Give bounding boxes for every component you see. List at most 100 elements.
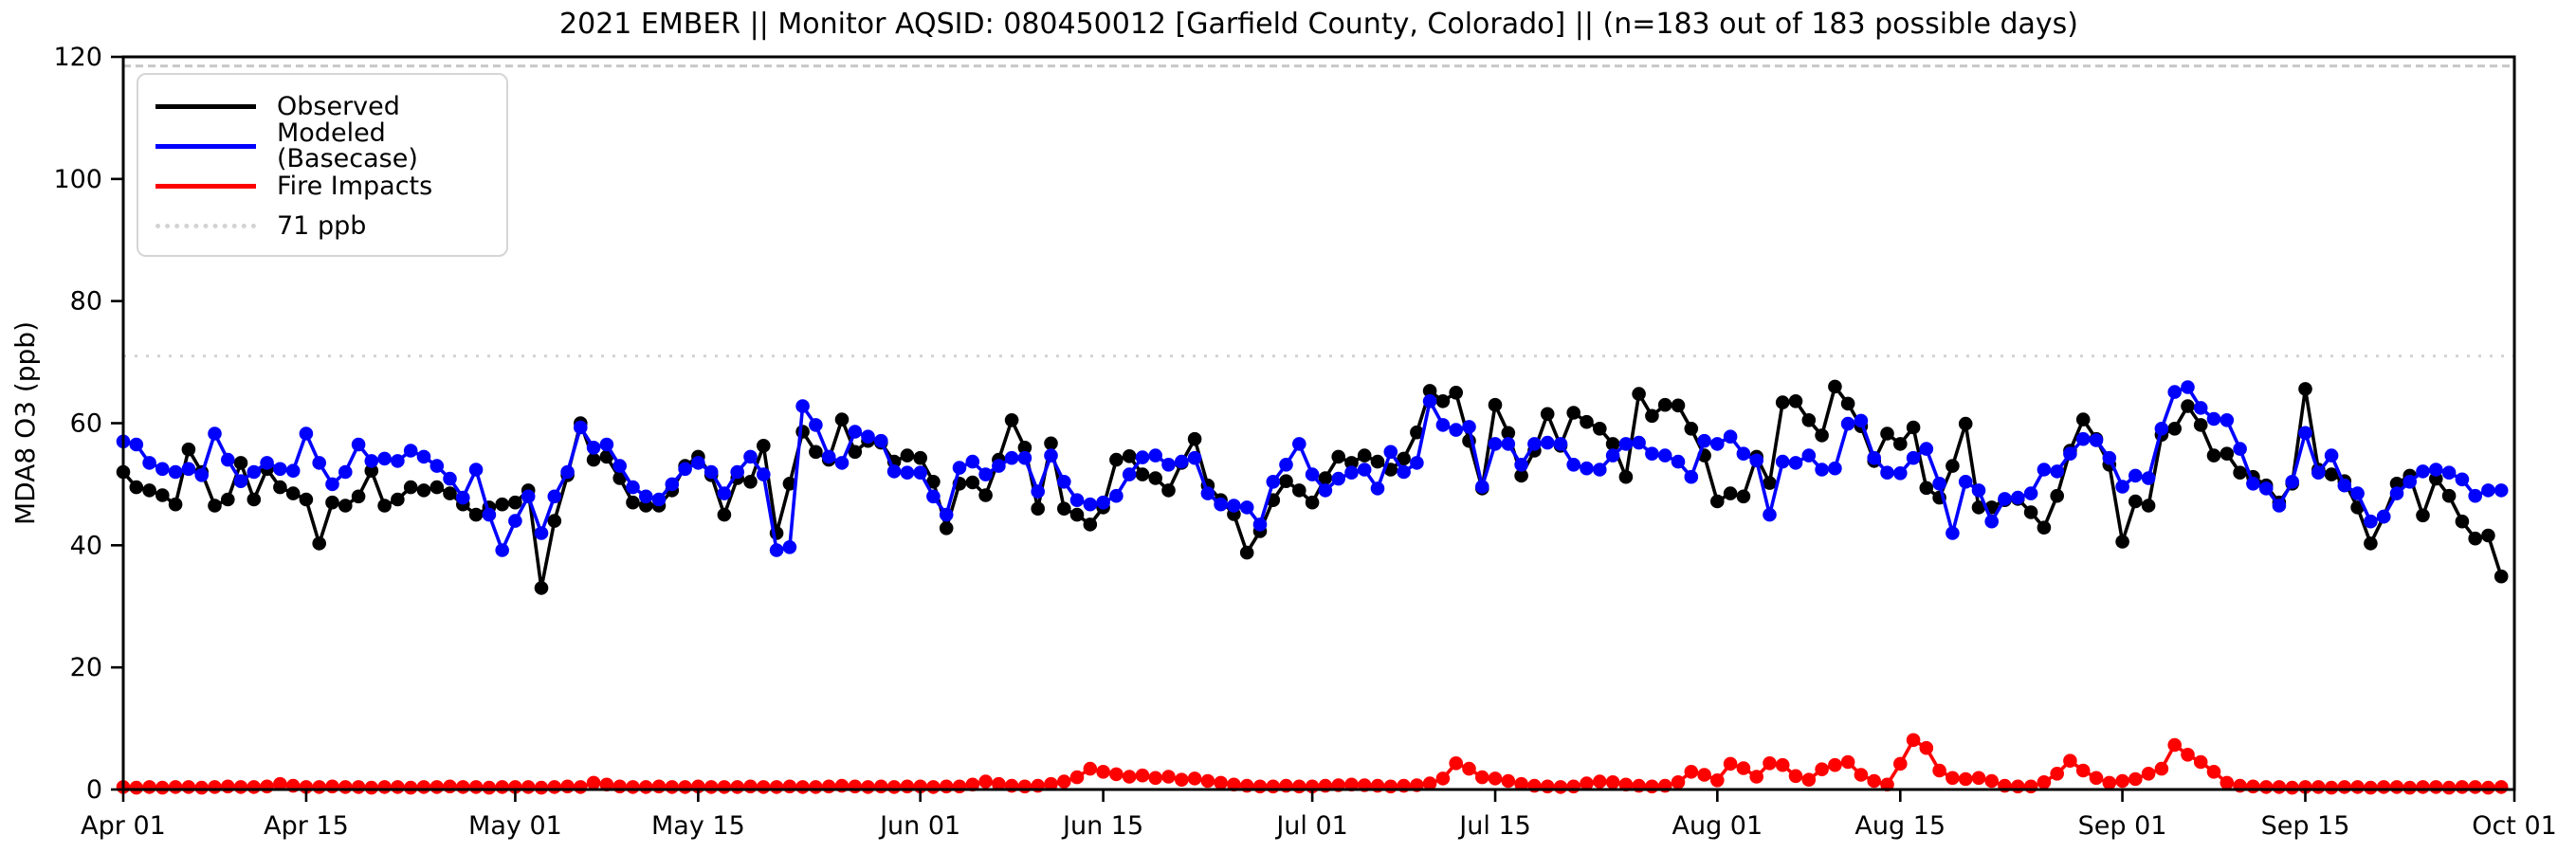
legend-item-label: Observed bbox=[277, 91, 400, 121]
data-point bbox=[233, 474, 248, 488]
x-tick-label: Sep 15 bbox=[2261, 811, 2350, 841]
data-point bbox=[1710, 773, 1725, 788]
data-point bbox=[1906, 450, 1921, 465]
data-point bbox=[1946, 459, 1960, 473]
data-point bbox=[1148, 771, 1162, 786]
data-point bbox=[1815, 762, 1829, 776]
data-point bbox=[325, 495, 339, 510]
data-point bbox=[1553, 437, 1568, 451]
data-point bbox=[809, 780, 823, 794]
data-point bbox=[1279, 474, 1293, 488]
data-point bbox=[1749, 770, 1763, 784]
data-point bbox=[495, 780, 509, 794]
legend-item-observed: Observed bbox=[138, 86, 506, 126]
data-point bbox=[351, 489, 366, 504]
data-point bbox=[1410, 425, 1424, 440]
data-point bbox=[1096, 765, 1110, 779]
data-point bbox=[1566, 458, 1580, 472]
data-point bbox=[2193, 401, 2208, 415]
data-point bbox=[285, 463, 301, 479]
data-point bbox=[1645, 779, 1659, 794]
data-point bbox=[429, 480, 445, 495]
data-point bbox=[2364, 514, 2378, 529]
data-point bbox=[1958, 475, 1973, 489]
data-point bbox=[1880, 777, 1894, 792]
data-point bbox=[2429, 780, 2443, 794]
data-point bbox=[2011, 490, 2025, 505]
data-point bbox=[168, 780, 183, 794]
data-point bbox=[769, 543, 784, 557]
data-point bbox=[547, 780, 562, 794]
data-point bbox=[2337, 478, 2352, 493]
data-point bbox=[1893, 437, 1908, 451]
data-point bbox=[1867, 773, 1881, 789]
data-point bbox=[1854, 768, 1869, 782]
data-point bbox=[1763, 476, 1777, 490]
y-tick-label: 60 bbox=[70, 409, 102, 439]
data-point bbox=[1958, 416, 1973, 431]
data-point bbox=[1527, 437, 1542, 451]
data-point bbox=[312, 456, 327, 470]
data-point bbox=[1357, 448, 1372, 463]
legend-item-label: 71 ppb bbox=[277, 210, 367, 241]
data-point bbox=[2050, 464, 2064, 479]
data-point bbox=[1239, 500, 1254, 515]
data-point bbox=[861, 780, 875, 794]
data-point bbox=[2481, 483, 2495, 498]
data-point bbox=[874, 433, 888, 448]
data-point bbox=[1971, 483, 1986, 498]
data-point bbox=[443, 779, 457, 794]
data-point bbox=[1618, 437, 1634, 451]
data-point bbox=[834, 412, 850, 426]
data-point bbox=[782, 540, 797, 554]
data-point bbox=[1645, 408, 1659, 424]
data-point bbox=[809, 418, 823, 432]
data-point bbox=[1435, 394, 1451, 408]
data-point bbox=[1840, 396, 1855, 411]
data-point bbox=[1801, 413, 1817, 427]
x-tick-label: Oct 01 bbox=[2472, 811, 2557, 841]
data-point bbox=[769, 780, 784, 794]
data-point bbox=[299, 492, 314, 507]
data-point bbox=[743, 449, 758, 464]
data-point bbox=[2468, 531, 2482, 546]
legend-line-sample bbox=[155, 223, 256, 228]
data-point bbox=[1998, 492, 2012, 506]
data-point bbox=[416, 483, 431, 498]
data-point bbox=[1488, 437, 1503, 451]
data-point bbox=[2455, 514, 2470, 529]
data-point bbox=[1605, 775, 1620, 789]
data-point bbox=[2220, 775, 2235, 790]
data-point bbox=[1867, 450, 1881, 465]
data-point bbox=[874, 779, 888, 794]
data-point bbox=[1984, 514, 1999, 529]
data-point bbox=[639, 489, 653, 504]
data-point bbox=[1449, 386, 1463, 400]
data-point bbox=[2128, 494, 2143, 509]
data-point bbox=[599, 437, 614, 452]
data-point bbox=[194, 468, 209, 482]
data-point bbox=[2402, 475, 2417, 489]
data-point bbox=[429, 780, 445, 794]
data-point bbox=[900, 448, 915, 463]
data-point bbox=[2455, 780, 2470, 794]
data-point bbox=[1697, 768, 1711, 782]
data-point bbox=[2246, 779, 2260, 794]
data-point bbox=[1919, 481, 1934, 496]
data-point bbox=[1893, 466, 1908, 481]
data-point bbox=[2220, 413, 2235, 427]
data-point bbox=[782, 779, 797, 794]
data-point bbox=[1749, 453, 1763, 468]
data-point bbox=[2324, 467, 2339, 481]
data-point bbox=[1593, 463, 1607, 477]
data-point bbox=[848, 425, 863, 439]
data-point bbox=[1069, 507, 1085, 522]
data-point bbox=[1697, 433, 1711, 448]
data-point bbox=[508, 514, 522, 528]
data-point bbox=[1801, 772, 1817, 787]
data-point bbox=[2089, 433, 2104, 447]
data-point bbox=[1684, 765, 1699, 779]
data-point bbox=[1266, 779, 1281, 794]
data-point bbox=[2233, 442, 2247, 456]
data-point bbox=[2075, 412, 2091, 426]
